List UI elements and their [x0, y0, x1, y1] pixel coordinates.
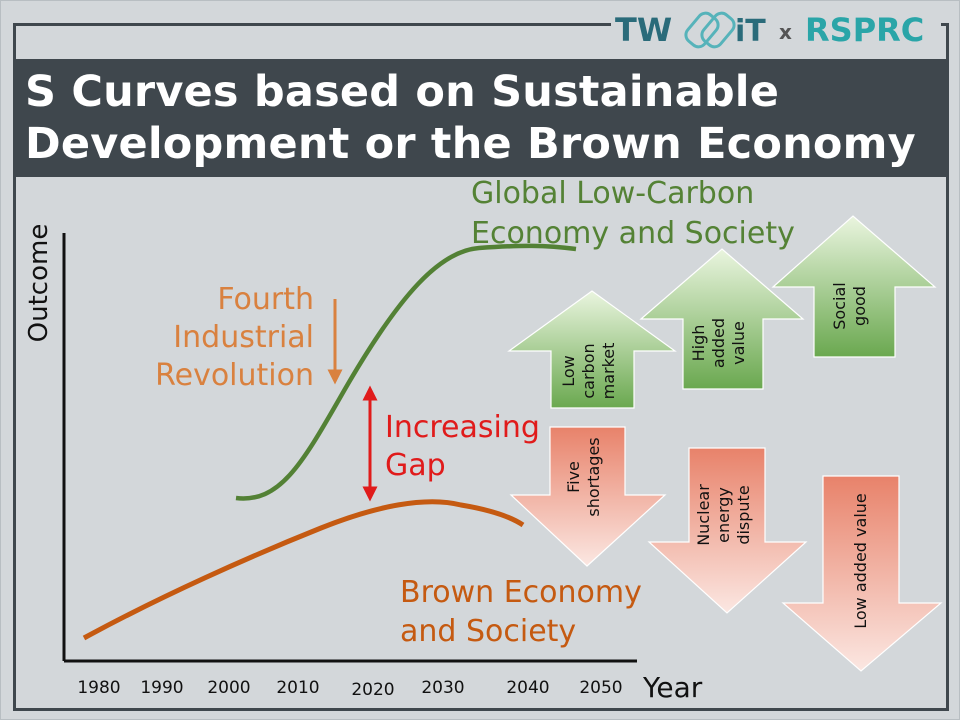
x-axis-title: Year	[642, 671, 703, 704]
brown-economy-curve	[82, 499, 525, 641]
down-arrow-2-line3: dispute	[734, 485, 753, 544]
fourth-label-line1: Fourth	[217, 282, 314, 317]
title-line-2: Development or the Brown Economy	[25, 119, 916, 169]
brown-curve-label-line1: Brown Economy	[400, 575, 642, 610]
up-arrow-social-good	[771, 215, 937, 358]
up-arrow-2-line2: added	[709, 318, 728, 368]
down-arrow-1-text: Five shortages	[564, 437, 603, 516]
up-arrow-1-line3: market	[599, 343, 618, 400]
x-tick-label: 2010	[276, 678, 319, 698]
x-tick-labels: 1980 1990 2000 2010 2020 2030 2040 2050	[77, 678, 622, 700]
up-arrow-1-line1: Low	[559, 355, 578, 387]
up-arrow-low-carbon-market	[507, 290, 677, 409]
logo-rsprc-text: RSPRC	[805, 11, 924, 49]
x-tick-label: 2020	[351, 680, 394, 700]
fourth-label-line2: Industrial	[173, 320, 314, 355]
green-curve-label-line1: Global Low-Carbon	[471, 176, 754, 211]
up-arrow-high-added-value	[639, 248, 805, 390]
down-arrow-2-line1: Nuclear	[694, 484, 713, 546]
fourth-label-line3: Revolution	[155, 358, 314, 393]
up-arrow-1-text: Low carbon market	[559, 343, 618, 400]
up-arrow-1-line2: carbon	[579, 343, 598, 398]
x-tick-label: 2040	[506, 678, 549, 698]
logo-area: TW iT x RSPRC	[611, 7, 941, 51]
down-arrow-nuclear-energy-dispute	[647, 447, 808, 614]
up-arrow-2-line1: High	[689, 325, 708, 362]
down-arrow-2-text: Nuclear energy dispute	[694, 484, 753, 546]
up-arrow-3-text: Social good	[830, 282, 869, 329]
link-icon	[684, 11, 736, 49]
up-arrow-3-line2: good	[850, 286, 869, 326]
title-line-1: S Curves based on Sustainable	[25, 67, 780, 117]
up-arrow-3-line1: Social	[830, 282, 849, 329]
brown-curve-label-line2: and Society	[400, 614, 576, 649]
x-tick-label: 2050	[579, 678, 622, 698]
x-tick-label: 2000	[207, 678, 250, 698]
up-arrow-2-text: High added value	[689, 318, 748, 368]
low-carbon-s-curve	[235, 243, 577, 501]
down-arrow-low-added-value	[781, 475, 943, 672]
y-axis-title: Outcome	[24, 224, 54, 343]
x-tick-label: 2030	[421, 678, 464, 698]
green-curve-label-line2: Economy and Society	[471, 216, 795, 251]
down-arrow-five-shortages	[509, 426, 667, 567]
logo-tw-text: TW	[615, 11, 672, 49]
logo-it-text: iT	[735, 14, 766, 49]
down-arrow-2-line2: energy	[714, 487, 733, 543]
logo-x-text: x	[779, 20, 792, 44]
gap-label-line2: Gap	[385, 448, 446, 483]
down-arrow-1-line2: shortages	[584, 437, 603, 516]
x-tick-label: 1990	[140, 678, 183, 698]
x-tick-label: 1980	[77, 678, 120, 698]
slide-frame	[13, 23, 949, 711]
down-arrow-3-line1: Low added value	[851, 493, 870, 629]
down-arrow-1-line1: Five	[564, 461, 583, 493]
title-bar: S Curves based on Sustainable Developmen…	[13, 59, 949, 177]
down-arrow-3-text: Low added value	[851, 493, 870, 629]
brand-logo: TW iT x RSPRC	[615, 11, 924, 49]
gap-label-line1: Increasing	[385, 410, 540, 445]
up-arrow-2-line3: value	[729, 321, 748, 365]
